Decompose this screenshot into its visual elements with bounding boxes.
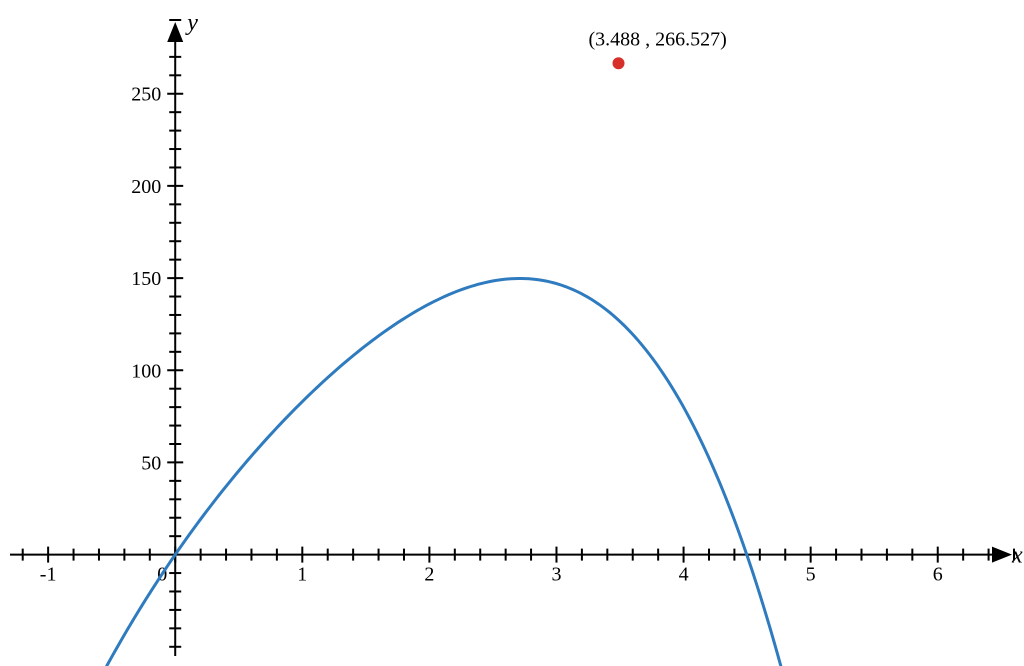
- y-tick-label: 200: [131, 176, 161, 198]
- ticks: -1012345650100150200250: [23, 20, 1014, 647]
- y-tick-label: 150: [131, 268, 161, 290]
- chart-container: -1012345650100150200250 (3.488 , 266.527…: [0, 0, 1024, 666]
- function-curve: [105, 278, 982, 666]
- y-tick-label: 50: [141, 452, 161, 474]
- x-tick-label: 2: [424, 564, 434, 586]
- axis-labels: xy: [185, 10, 1023, 569]
- maximum-label: (3.488 , 266.527): [589, 28, 727, 50]
- maximum-marker: [613, 57, 625, 69]
- chart-svg: -1012345650100150200250 (3.488 , 266.527…: [0, 0, 1024, 666]
- x-tick-label: 1: [297, 564, 307, 586]
- y-tick-label: 250: [131, 84, 161, 106]
- y-axis-label: y: [185, 10, 198, 36]
- x-tick-label: 4: [679, 564, 689, 586]
- curve: [105, 278, 982, 666]
- x-tick-label: 5: [806, 564, 816, 586]
- x-tick-label: 3: [551, 564, 561, 586]
- x-tick-label: 6: [933, 564, 943, 586]
- maximum-point: (3.488 , 266.527): [589, 28, 727, 69]
- x-axis-label: x: [1011, 543, 1023, 569]
- x-tick-label: -1: [40, 564, 57, 586]
- y-tick-label: 100: [131, 360, 161, 382]
